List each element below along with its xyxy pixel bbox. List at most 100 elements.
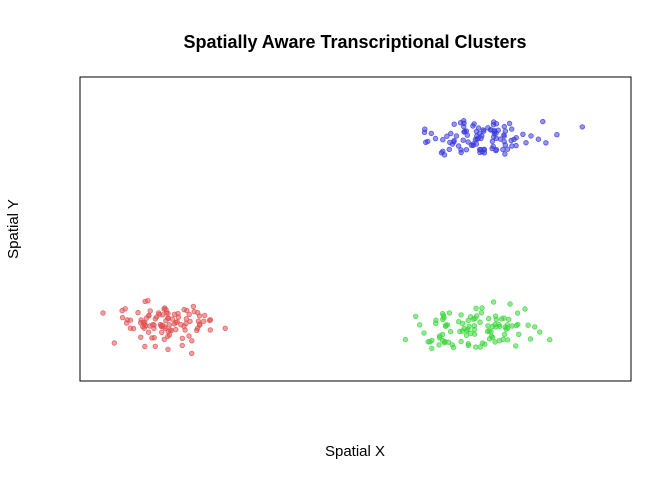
data-point-series-1-62 bbox=[171, 311, 178, 317]
data-point-series-2-57 bbox=[465, 139, 471, 145]
data-point-series-3-30 bbox=[458, 312, 464, 318]
data-point-series-1-70 bbox=[142, 323, 149, 329]
data-point-series-1-94 bbox=[187, 318, 193, 325]
data-point-series-3-16 bbox=[421, 330, 427, 336]
data-point-series-3-76 bbox=[473, 344, 479, 350]
data-point-series-3-95 bbox=[496, 322, 502, 328]
data-point-series-1-65 bbox=[135, 309, 141, 316]
data-point-series-3-62 bbox=[506, 316, 512, 323]
data-point-series-1-71 bbox=[201, 312, 208, 319]
data-point-series-1-8 bbox=[188, 350, 195, 357]
data-point-series-2-65 bbox=[477, 149, 483, 155]
data-point-series-2-88 bbox=[446, 146, 452, 153]
data-point-series-2-97 bbox=[501, 123, 507, 130]
data-point-series-1-83 bbox=[183, 316, 189, 322]
data-point-series-1-98 bbox=[138, 317, 144, 323]
data-point-series-1-92 bbox=[201, 318, 207, 324]
data-point-series-2-48 bbox=[448, 130, 454, 137]
data-point-series-3-83 bbox=[486, 315, 492, 322]
data-point-series-3-94 bbox=[458, 338, 464, 345]
data-point-series-3-74 bbox=[442, 338, 448, 345]
data-point-series-2-9 bbox=[428, 130, 434, 137]
data-point-series-3-89 bbox=[467, 314, 474, 320]
data-point-series-3-75 bbox=[516, 331, 522, 337]
data-point-series-2-75 bbox=[520, 131, 526, 137]
data-point-series-1-90 bbox=[179, 335, 185, 341]
data-point-series-3-36 bbox=[527, 336, 534, 342]
data-point-series-3-60 bbox=[471, 323, 478, 329]
data-point-series-1-72 bbox=[165, 328, 171, 335]
data-point-series-2-26 bbox=[440, 136, 446, 143]
data-point-series-3-8 bbox=[450, 344, 457, 351]
data-point-series-2-68 bbox=[497, 136, 504, 142]
data-point-series-1-91 bbox=[111, 340, 117, 346]
data-point-series-2-67 bbox=[453, 133, 460, 139]
data-point-series-2-70 bbox=[502, 151, 508, 157]
data-point-series-1-87 bbox=[124, 317, 130, 323]
data-point-series-3-26 bbox=[504, 337, 511, 343]
data-point-series-3-91 bbox=[473, 305, 479, 311]
data-point-series-2-100 bbox=[478, 135, 484, 141]
data-point-series-2-56 bbox=[421, 129, 428, 135]
data-point-series-2-78 bbox=[502, 142, 508, 148]
data-point-series-2-8 bbox=[509, 126, 515, 132]
data-point-series-2-47 bbox=[481, 146, 488, 153]
data-point-series-2-74 bbox=[451, 137, 457, 144]
data-point-series-1-84 bbox=[142, 298, 148, 305]
data-point-series-3-70 bbox=[501, 331, 508, 338]
data-point-series-2-12 bbox=[523, 139, 529, 146]
data-point-series-3-97 bbox=[532, 324, 538, 330]
data-point-series-3-96 bbox=[492, 339, 498, 345]
data-point-series-1-60 bbox=[175, 314, 182, 320]
data-point-series-2-28 bbox=[500, 146, 506, 153]
data-point-series-3-53 bbox=[500, 336, 506, 342]
data-point-series-1-17 bbox=[207, 327, 213, 333]
data-point-series-1-41 bbox=[165, 346, 171, 353]
data-point-series-3-78 bbox=[493, 316, 499, 323]
data-point-series-2-94 bbox=[501, 132, 507, 138]
data-point-series-3-84 bbox=[488, 329, 494, 335]
x-axis-label: Spatial X bbox=[325, 443, 385, 460]
data-point-series-2-98 bbox=[540, 118, 546, 125]
data-point-series-2-30 bbox=[455, 143, 462, 149]
data-point-series-3-77 bbox=[443, 322, 449, 328]
data-point-series-1-69 bbox=[189, 338, 195, 344]
data-point-series-2-95 bbox=[489, 145, 495, 152]
data-point-series-1-58 bbox=[142, 343, 148, 350]
data-point-series-3-58 bbox=[463, 332, 470, 338]
data-point-series-2-43 bbox=[444, 133, 450, 139]
data-point-series-3-85 bbox=[402, 336, 409, 343]
data-points-layer bbox=[100, 117, 585, 357]
data-point-series-2-93 bbox=[513, 134, 519, 141]
data-point-series-2-52 bbox=[458, 147, 464, 153]
data-point-series-3-40 bbox=[537, 329, 543, 335]
data-point-series-3-6 bbox=[485, 323, 491, 329]
data-point-series-2-76 bbox=[488, 127, 494, 133]
data-point-series-3-72 bbox=[513, 343, 519, 349]
data-point-series-3-55 bbox=[525, 322, 531, 328]
data-point-series-3-79 bbox=[465, 326, 471, 332]
data-point-series-2-34 bbox=[506, 120, 513, 127]
data-point-series-2-86 bbox=[554, 131, 560, 138]
data-point-series-3-90 bbox=[446, 310, 453, 316]
data-point-series-3-66 bbox=[505, 325, 511, 331]
data-point-series-3-52 bbox=[465, 342, 472, 349]
data-point-series-1-61 bbox=[169, 316, 176, 322]
data-point-series-1-86 bbox=[161, 306, 167, 312]
data-point-series-1-100 bbox=[206, 317, 213, 324]
data-point-series-1-89 bbox=[130, 325, 137, 332]
data-point-series-1-75 bbox=[178, 322, 184, 328]
data-point-series-1-22 bbox=[179, 342, 185, 349]
data-point-series-3-92 bbox=[456, 319, 462, 325]
y-axis-label: Spatial Y bbox=[5, 199, 22, 259]
data-point-series-3-14 bbox=[429, 345, 435, 352]
data-point-series-2-49 bbox=[504, 146, 511, 152]
data-point-series-1-14 bbox=[147, 308, 153, 314]
data-point-series-3-63 bbox=[489, 323, 496, 330]
data-point-series-1-24 bbox=[191, 308, 197, 315]
data-point-series-2-87 bbox=[489, 138, 496, 144]
data-point-series-3-69 bbox=[459, 328, 466, 334]
data-point-series-1-52 bbox=[145, 329, 152, 335]
data-point-series-2-64 bbox=[432, 135, 439, 142]
